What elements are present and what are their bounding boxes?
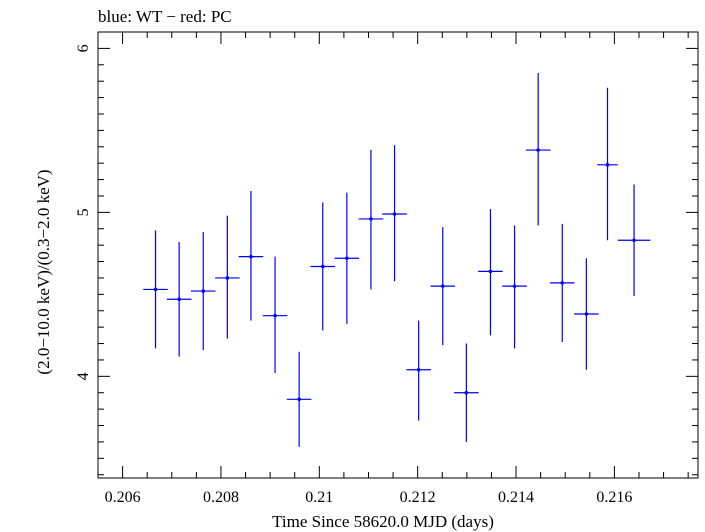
x-tick-label: 0.214 bbox=[498, 489, 534, 506]
data-point bbox=[166, 241, 192, 357]
data-point bbox=[525, 72, 551, 226]
data-point bbox=[597, 87, 618, 241]
data-point bbox=[454, 343, 479, 442]
x-tick-label: 0.208 bbox=[203, 489, 239, 506]
data-marker bbox=[201, 289, 206, 293]
data-marker bbox=[464, 390, 469, 395]
x-tick-label: 0.216 bbox=[596, 489, 632, 506]
x-axis-label: Time Since 58620.0 MJD (days) bbox=[272, 512, 494, 531]
x-tick-label: 0.206 bbox=[105, 489, 141, 506]
data-marker bbox=[392, 212, 397, 216]
data-point bbox=[286, 351, 312, 447]
data-point bbox=[502, 225, 527, 349]
data-marker bbox=[153, 287, 158, 292]
data-marker bbox=[440, 284, 445, 288]
plot-frame bbox=[97, 31, 699, 479]
y-tick-label: 6 bbox=[75, 44, 92, 52]
x-tick-label: 0.212 bbox=[400, 489, 436, 506]
data-marker bbox=[512, 284, 517, 288]
data-point bbox=[406, 320, 431, 421]
data-point bbox=[238, 191, 264, 321]
data-marker bbox=[560, 281, 565, 285]
data-marker bbox=[225, 276, 230, 280]
data-point bbox=[143, 230, 168, 349]
data-marker bbox=[416, 367, 421, 372]
data-marker bbox=[584, 312, 589, 316]
y-axis-ticks: 4 5 6 bbox=[75, 44, 698, 476]
data-point bbox=[574, 258, 599, 370]
chart-title: blue: WT − red: PC bbox=[98, 7, 232, 26]
data-point bbox=[430, 227, 456, 346]
data-marker bbox=[320, 264, 325, 269]
data-point bbox=[262, 256, 288, 374]
data-marker bbox=[273, 313, 277, 318]
data-point bbox=[382, 145, 407, 282]
y-tick-label: 4 bbox=[75, 372, 92, 380]
x-axis-ticks: 0.206 0.208 0.21 0.212 0.214 0.216 bbox=[97, 32, 689, 506]
data-marker bbox=[605, 163, 610, 167]
data-marker bbox=[536, 148, 540, 152]
data-marker bbox=[297, 397, 301, 402]
data-point bbox=[478, 209, 503, 336]
y-tick-label: 5 bbox=[75, 208, 92, 216]
data-point bbox=[617, 184, 651, 296]
data-marker bbox=[345, 256, 349, 261]
y-axis-label: (2.0−10.0 keV)/(0.3−2.0 keV) bbox=[34, 169, 53, 374]
data-marker bbox=[249, 254, 253, 259]
data-point bbox=[334, 192, 360, 324]
data-point bbox=[310, 202, 336, 331]
data-marker bbox=[369, 217, 373, 221]
data-marker bbox=[177, 297, 181, 302]
data-point bbox=[549, 223, 575, 342]
data-series bbox=[143, 72, 651, 447]
x-tick-label: 0.21 bbox=[305, 489, 333, 506]
data-marker bbox=[488, 269, 493, 274]
data-marker bbox=[632, 238, 636, 243]
data-point bbox=[215, 215, 240, 339]
data-point bbox=[190, 232, 216, 351]
data-point bbox=[358, 150, 384, 290]
